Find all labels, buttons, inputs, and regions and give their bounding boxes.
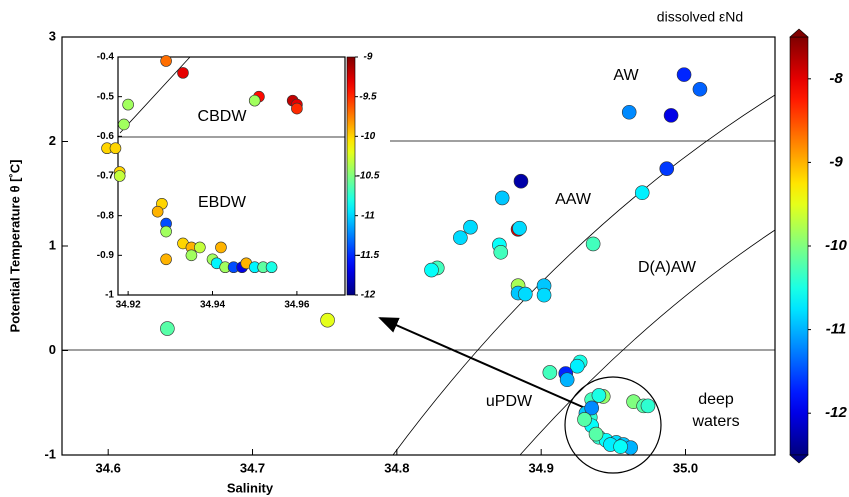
data-point bbox=[588, 426, 604, 442]
y-tick-label: -0.8 bbox=[97, 210, 115, 221]
y-tick-label: 2 bbox=[49, 133, 56, 148]
annotation: EBDW bbox=[198, 194, 247, 211]
data-point bbox=[160, 225, 172, 238]
data-point bbox=[494, 190, 510, 206]
colorbar-tick-label: -12 bbox=[825, 404, 847, 421]
data-point bbox=[265, 261, 278, 274]
y-tick-label: -0.7 bbox=[97, 171, 115, 182]
data-point bbox=[151, 205, 164, 218]
data-point bbox=[692, 81, 708, 97]
x-tick-label: 34.96 bbox=[284, 300, 309, 311]
isopycnal bbox=[392, 94, 776, 456]
x-axis-title: Salinity bbox=[227, 480, 274, 495]
colorbar bbox=[346, 56, 356, 296]
data-point bbox=[518, 286, 533, 302]
data-point bbox=[584, 400, 599, 416]
colorbar-tick-label: -8 bbox=[829, 70, 843, 87]
data-point bbox=[463, 219, 478, 235]
data-point bbox=[634, 185, 650, 201]
data-point bbox=[659, 161, 675, 176]
data-point bbox=[453, 230, 468, 245]
data-point bbox=[512, 220, 527, 236]
data-point bbox=[493, 244, 509, 260]
inset-plot: CBDW EBDW 34.92 34.94 34.96 -1 -0.9 -0.8 -0.7 -… bbox=[88, 47, 380, 311]
data-point bbox=[160, 253, 172, 266]
y-tick-label: -0.5 bbox=[97, 91, 115, 102]
colorbar-extension bbox=[789, 454, 809, 464]
data-point bbox=[177, 67, 189, 79]
colorbar-tick-label: -9.5 bbox=[359, 91, 377, 102]
annotation: deep bbox=[698, 391, 734, 408]
annotation: AAW bbox=[555, 191, 592, 208]
x-tick-label: 35.0 bbox=[673, 460, 698, 475]
data-point bbox=[194, 241, 206, 254]
y-tick-label: -0.6 bbox=[97, 131, 115, 142]
data-point bbox=[109, 142, 122, 155]
data-point bbox=[536, 287, 552, 303]
data-point bbox=[185, 249, 198, 262]
y-tick-label: -0.4 bbox=[97, 52, 115, 63]
y-tick-label: 3 bbox=[49, 28, 56, 43]
annotation: uPDW bbox=[486, 393, 533, 410]
x-tick-label: 34.6 bbox=[96, 460, 121, 475]
colorbar-tick-label: -12 bbox=[361, 290, 376, 301]
x-tick-label: 34.8 bbox=[384, 460, 409, 475]
colorbar-tick-label: -10.5 bbox=[357, 171, 380, 182]
colorbar-tick-label: -11.5 bbox=[357, 250, 379, 261]
x-tick-label: 34.94 bbox=[200, 300, 225, 311]
colorbar-tick-label: -10 bbox=[361, 131, 376, 142]
y-tick-label: 1 bbox=[49, 237, 56, 252]
data-point bbox=[248, 94, 261, 107]
x-tick-label: 34.92 bbox=[116, 300, 141, 311]
y-tick-label: 0 bbox=[49, 342, 56, 357]
data-point bbox=[663, 108, 679, 123]
data-point bbox=[542, 365, 558, 380]
colorbar-title: dissolved εNd bbox=[657, 9, 743, 25]
x-tick-label: 34.7 bbox=[240, 460, 265, 475]
annotation: CBDW bbox=[198, 108, 248, 125]
data-point bbox=[613, 439, 628, 454]
data-point bbox=[320, 312, 335, 328]
isopycnal bbox=[519, 229, 776, 456]
data-point bbox=[621, 104, 637, 120]
y-tick-label: -0.9 bbox=[97, 250, 115, 261]
x-tick-label: 34.9 bbox=[529, 460, 554, 475]
y-tick-label: -1 bbox=[44, 446, 56, 461]
main-plot: Salinity Potential Temperature θ [˚C] di… bbox=[7, 9, 847, 496]
data-point bbox=[424, 262, 439, 278]
data-point bbox=[160, 55, 172, 67]
annotation: waters bbox=[691, 413, 739, 430]
data-point bbox=[640, 398, 656, 414]
data-point bbox=[585, 236, 601, 252]
data-point bbox=[291, 102, 303, 115]
arrow bbox=[378, 317, 586, 409]
colorbar bbox=[789, 36, 809, 456]
data-point bbox=[676, 67, 692, 82]
y-axis-title: Potential Temperature θ [˚C] bbox=[7, 160, 22, 333]
data-point bbox=[113, 170, 126, 182]
colorbar-tick-label: -9 bbox=[364, 52, 373, 63]
colorbar-tick-label: -11 bbox=[361, 210, 375, 221]
data-point bbox=[591, 388, 607, 403]
data-point bbox=[215, 241, 227, 254]
annotation: D(A)AW bbox=[638, 259, 697, 276]
data-point bbox=[559, 372, 575, 388]
data-point bbox=[122, 98, 134, 111]
data-point bbox=[160, 321, 175, 336]
data-point bbox=[569, 358, 585, 374]
colorbar-extension bbox=[789, 28, 809, 38]
annotation: AW bbox=[613, 67, 639, 84]
y-tick-label: -1 bbox=[105, 290, 114, 301]
colorbar-tick-label: -11 bbox=[826, 321, 847, 338]
data-point bbox=[118, 118, 130, 131]
colorbar-tick-label: -9 bbox=[829, 153, 843, 170]
highlight-circle bbox=[564, 376, 662, 474]
data-point bbox=[577, 412, 592, 427]
data-point bbox=[513, 173, 529, 189]
colorbar-tick-label: -10 bbox=[825, 237, 847, 254]
